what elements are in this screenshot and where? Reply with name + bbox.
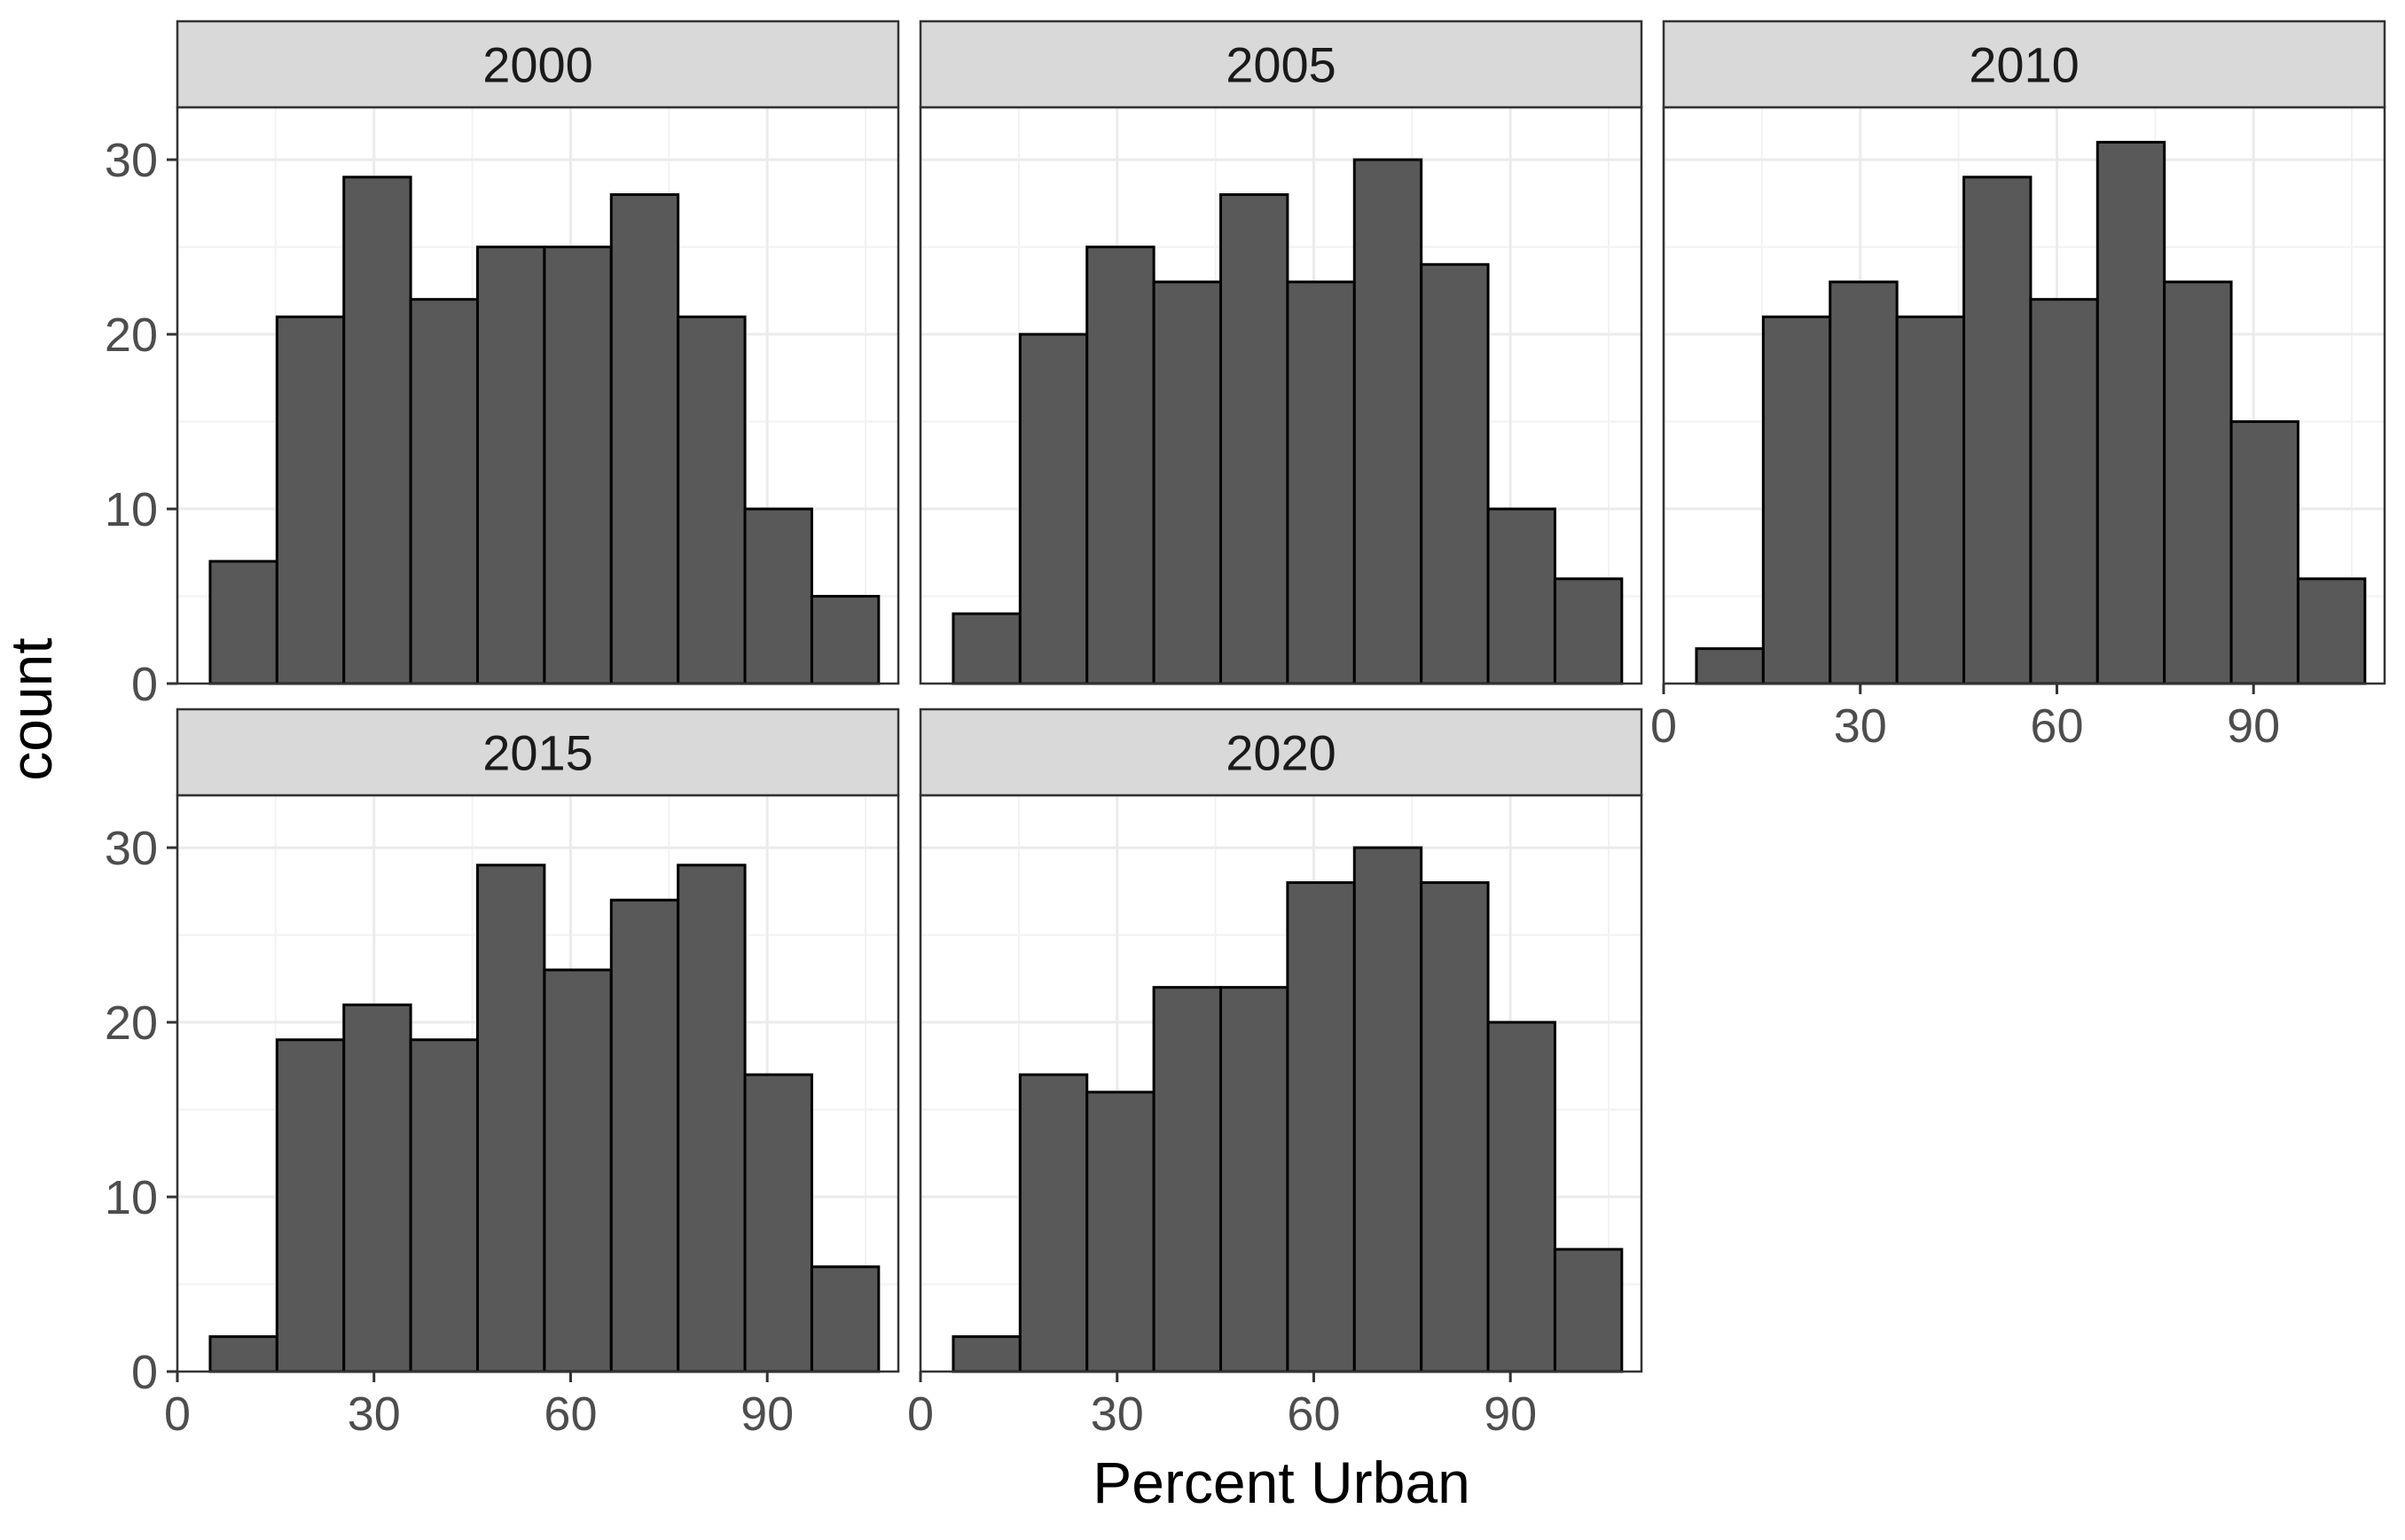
histogram-bar xyxy=(1352,846,1423,1373)
histogram-bar xyxy=(2096,140,2166,685)
facet-strip-label: 2020 xyxy=(1226,725,1336,781)
histogram-bar xyxy=(1420,880,1490,1373)
histogram-bar xyxy=(1553,1247,1624,1373)
histogram-bar xyxy=(409,298,480,685)
histogram-bar xyxy=(1895,315,1966,685)
histogram-bar xyxy=(1286,880,1356,1373)
histogram-bar xyxy=(609,192,680,685)
histogram-bar xyxy=(1219,192,1289,685)
histogram-bar xyxy=(275,315,346,685)
histogram-bar xyxy=(1152,986,1223,1373)
histogram-bar xyxy=(208,559,278,685)
histogram-bar xyxy=(2229,420,2299,685)
histogram-bar xyxy=(342,176,412,685)
histogram-bar xyxy=(1420,262,1490,685)
facet-strip-label: 2000 xyxy=(482,37,593,93)
y-axis-title: count xyxy=(0,637,64,780)
x-tick-label: 90 xyxy=(1484,1388,1537,1441)
histogram-bar xyxy=(677,315,747,685)
facets-layer: 2000 0 10 20 30 2005 2010 0 30 60 90 2015 0 10 20 30 0 30… xyxy=(105,20,2386,1441)
histogram-bar xyxy=(409,1038,480,1373)
y-tick-label: 0 xyxy=(131,1346,158,1399)
facet-strip-label: 2015 xyxy=(482,725,593,781)
facet-panel-2015: 2015 0 10 20 30 0 30 60 90 xyxy=(105,707,900,1441)
histogram-bar xyxy=(1085,246,1155,685)
x-tick-label: 0 xyxy=(907,1388,934,1441)
facet-strip xyxy=(919,707,1643,797)
histogram-bar xyxy=(2163,280,2233,685)
histogram-bar xyxy=(1962,176,2033,685)
facet-strip-label: 2010 xyxy=(1969,37,2080,93)
x-tick-label: 0 xyxy=(164,1388,191,1441)
histogram-bar xyxy=(1286,280,1356,685)
histogram-bar xyxy=(2029,298,2099,685)
x-tick-label: 90 xyxy=(740,1388,794,1441)
histogram-bar xyxy=(1486,507,1556,685)
facet-panel-2005: 2005 xyxy=(919,20,1643,685)
histogram-bar xyxy=(476,864,546,1373)
x-tick-label: 90 xyxy=(2227,700,2280,753)
x-tick-label: 0 xyxy=(1650,700,1677,753)
histogram-bar xyxy=(1761,315,1832,685)
y-tick-label: 10 xyxy=(105,1171,158,1224)
facet-panel-2020: 2020 0 30 60 90 xyxy=(907,707,1643,1441)
histogram-bar xyxy=(1018,1073,1089,1373)
facet-strip xyxy=(176,707,900,797)
histogram-bar xyxy=(677,864,747,1373)
histogram-bar xyxy=(810,1265,881,1373)
histogram-bar xyxy=(543,246,613,685)
histogram-bar xyxy=(743,1073,813,1373)
y-tick-label: 30 xyxy=(105,134,158,187)
y-tick-label: 30 xyxy=(105,822,158,875)
x-tick-label: 30 xyxy=(348,1388,401,1441)
histogram-bar xyxy=(1695,647,1765,685)
y-tick-label: 10 xyxy=(105,483,158,536)
facet-strip-label: 2005 xyxy=(1226,37,1336,93)
x-tick-label: 60 xyxy=(544,1388,597,1441)
x-tick-label: 30 xyxy=(1091,1388,1144,1441)
histogram-bar xyxy=(743,507,813,685)
facet-strip xyxy=(176,20,900,109)
y-tick-label: 20 xyxy=(105,997,158,1050)
x-axis-title: Percent Urban xyxy=(1093,1450,1470,1515)
histogram-bar xyxy=(1486,1020,1556,1373)
y-tick-label: 0 xyxy=(131,658,158,711)
histogram-bar xyxy=(1352,158,1423,685)
histogram-bar xyxy=(1018,332,1089,685)
histogram-bar xyxy=(2296,577,2367,685)
facet-panel-2010: 2010 0 30 60 90 xyxy=(1650,20,2386,753)
histogram-bar xyxy=(476,246,546,685)
histogram-bar xyxy=(952,612,1022,685)
histogram-bar xyxy=(208,1335,278,1373)
histogram-bar xyxy=(609,898,680,1373)
histogram-bar xyxy=(1152,280,1223,685)
histogram-bar xyxy=(275,1038,346,1373)
histogram-bar xyxy=(1829,280,1899,685)
facet-strip xyxy=(919,20,1643,109)
y-tick-label: 20 xyxy=(105,309,158,362)
histogram-bar xyxy=(952,1335,1022,1373)
histogram-bar xyxy=(1219,986,1289,1373)
x-tick-label: 60 xyxy=(1287,1388,1340,1441)
histogram-bar xyxy=(543,968,613,1373)
x-tick-label: 30 xyxy=(1834,700,1887,753)
histogram-bar xyxy=(810,595,881,685)
x-tick-label: 60 xyxy=(2030,700,2083,753)
facet-panel-2000: 2000 0 10 20 30 xyxy=(105,20,900,711)
histogram-bar xyxy=(1085,1091,1155,1373)
histogram-bar xyxy=(1553,577,1624,685)
facet-strip xyxy=(1662,20,2386,109)
histogram-bar xyxy=(342,1003,412,1373)
